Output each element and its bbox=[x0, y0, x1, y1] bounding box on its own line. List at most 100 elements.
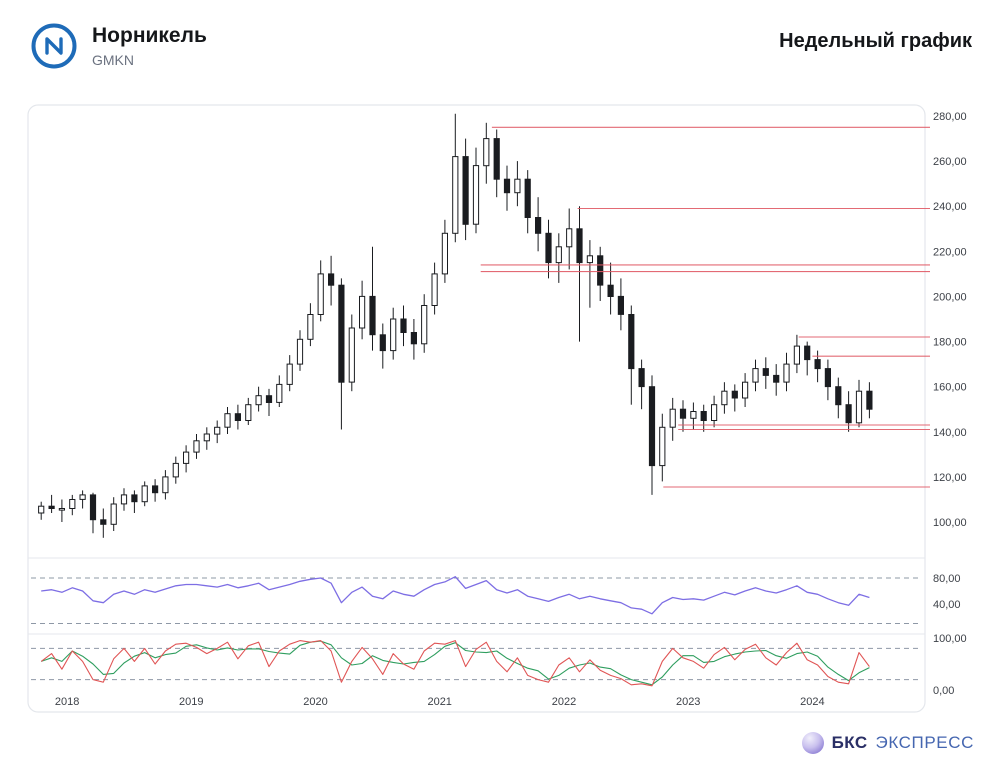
svg-text:0,00: 0,00 bbox=[933, 685, 954, 697]
time-axis: 2018 2019 2020 2021 2022 2023 2024 bbox=[55, 696, 825, 708]
svg-text:100,00: 100,00 bbox=[933, 517, 967, 529]
instrument-ticker: GMKN bbox=[92, 52, 134, 69]
candle bbox=[410, 332, 417, 345]
candle bbox=[203, 433, 210, 442]
stochastic-k-line bbox=[40, 640, 870, 687]
instrument-brand: Норникель GMKN bbox=[30, 22, 207, 70]
svg-text:2022: 2022 bbox=[552, 696, 576, 708]
candle bbox=[742, 381, 749, 399]
svg-text:2021: 2021 bbox=[427, 696, 451, 708]
instrument-title: Норникель bbox=[92, 23, 207, 47]
chart-card bbox=[27, 104, 926, 713]
candle bbox=[328, 273, 335, 286]
candle bbox=[617, 295, 624, 315]
price-axis: 280,00 260,00 240,00 220,00 200,00 180,00 160,… bbox=[933, 111, 967, 529]
candle bbox=[648, 386, 656, 467]
candle bbox=[400, 318, 407, 333]
candle bbox=[421, 305, 428, 345]
bks-logo-icon bbox=[801, 732, 824, 754]
candle bbox=[721, 390, 728, 406]
svg-text:240,00: 240,00 bbox=[933, 201, 967, 213]
svg-text:40,00: 40,00 bbox=[933, 599, 961, 611]
candle bbox=[286, 363, 293, 385]
candle bbox=[369, 295, 376, 336]
candle bbox=[514, 178, 521, 194]
candle bbox=[224, 413, 231, 428]
candle bbox=[193, 440, 200, 453]
brand-express: ЭКСПРЕСС bbox=[875, 733, 974, 752]
svg-text:2024: 2024 bbox=[800, 696, 824, 708]
rsi-axis: 80,00 40,00 bbox=[933, 573, 961, 611]
candle bbox=[690, 411, 697, 419]
candle bbox=[607, 284, 614, 298]
candle bbox=[296, 338, 304, 365]
svg-text:2019: 2019 bbox=[179, 696, 203, 708]
candle bbox=[183, 451, 190, 464]
candle bbox=[845, 404, 852, 424]
candle bbox=[255, 395, 262, 406]
candle bbox=[214, 426, 221, 435]
candle bbox=[359, 295, 366, 329]
footer-brand: БКС ЭКСПРЕСС bbox=[801, 732, 974, 754]
svg-text:220,00: 220,00 bbox=[933, 246, 967, 258]
svg-text:80,00: 80,00 bbox=[933, 573, 961, 585]
candle bbox=[452, 156, 459, 234]
candle bbox=[835, 386, 842, 406]
candle bbox=[814, 359, 821, 370]
svg-text:180,00: 180,00 bbox=[933, 337, 967, 349]
indicator-guides bbox=[31, 577, 922, 681]
candle bbox=[493, 138, 500, 180]
candle bbox=[628, 314, 635, 370]
candle bbox=[638, 368, 645, 388]
candle bbox=[804, 345, 811, 361]
candle bbox=[711, 404, 718, 422]
candle bbox=[586, 255, 593, 264]
candle bbox=[131, 494, 138, 503]
candle bbox=[234, 413, 242, 422]
candle bbox=[276, 383, 283, 403]
candle bbox=[793, 345, 800, 365]
candle bbox=[89, 494, 97, 521]
candle bbox=[379, 334, 386, 352]
candle bbox=[545, 232, 552, 264]
svg-text:260,00: 260,00 bbox=[933, 156, 967, 168]
candle bbox=[100, 519, 107, 525]
candle bbox=[390, 318, 397, 352]
candle bbox=[669, 408, 676, 428]
level-lines bbox=[480, 126, 930, 488]
candle bbox=[731, 390, 738, 399]
candle bbox=[338, 284, 345, 383]
candle bbox=[762, 368, 769, 376]
candle bbox=[535, 217, 542, 234]
candle bbox=[659, 426, 666, 467]
candle bbox=[69, 499, 76, 509]
candle bbox=[783, 363, 790, 383]
candle bbox=[441, 232, 448, 275]
candle bbox=[348, 327, 355, 383]
header: Норникель GMKN Недельный график bbox=[30, 22, 972, 70]
timeframe-label: Недельный график bbox=[779, 30, 972, 52]
candle bbox=[576, 228, 583, 264]
candle bbox=[152, 485, 159, 494]
candle bbox=[483, 138, 490, 167]
candle bbox=[824, 368, 831, 388]
candle bbox=[855, 390, 863, 424]
candle bbox=[431, 273, 438, 306]
svg-text:140,00: 140,00 bbox=[933, 427, 967, 439]
brand-bks: БКС bbox=[831, 733, 868, 752]
svg-text:200,00: 200,00 bbox=[933, 291, 967, 303]
candle bbox=[555, 246, 562, 264]
candle bbox=[472, 165, 480, 225]
candle bbox=[503, 178, 511, 194]
nornickel-logo-icon bbox=[30, 22, 78, 70]
svg-text:120,00: 120,00 bbox=[933, 472, 967, 484]
candle bbox=[773, 374, 780, 383]
candle bbox=[120, 494, 128, 505]
candle bbox=[110, 503, 117, 525]
candle bbox=[866, 390, 873, 410]
stochastic-axis: 100,00 0,00 bbox=[933, 633, 967, 697]
candle bbox=[566, 228, 573, 248]
candle bbox=[700, 411, 707, 421]
